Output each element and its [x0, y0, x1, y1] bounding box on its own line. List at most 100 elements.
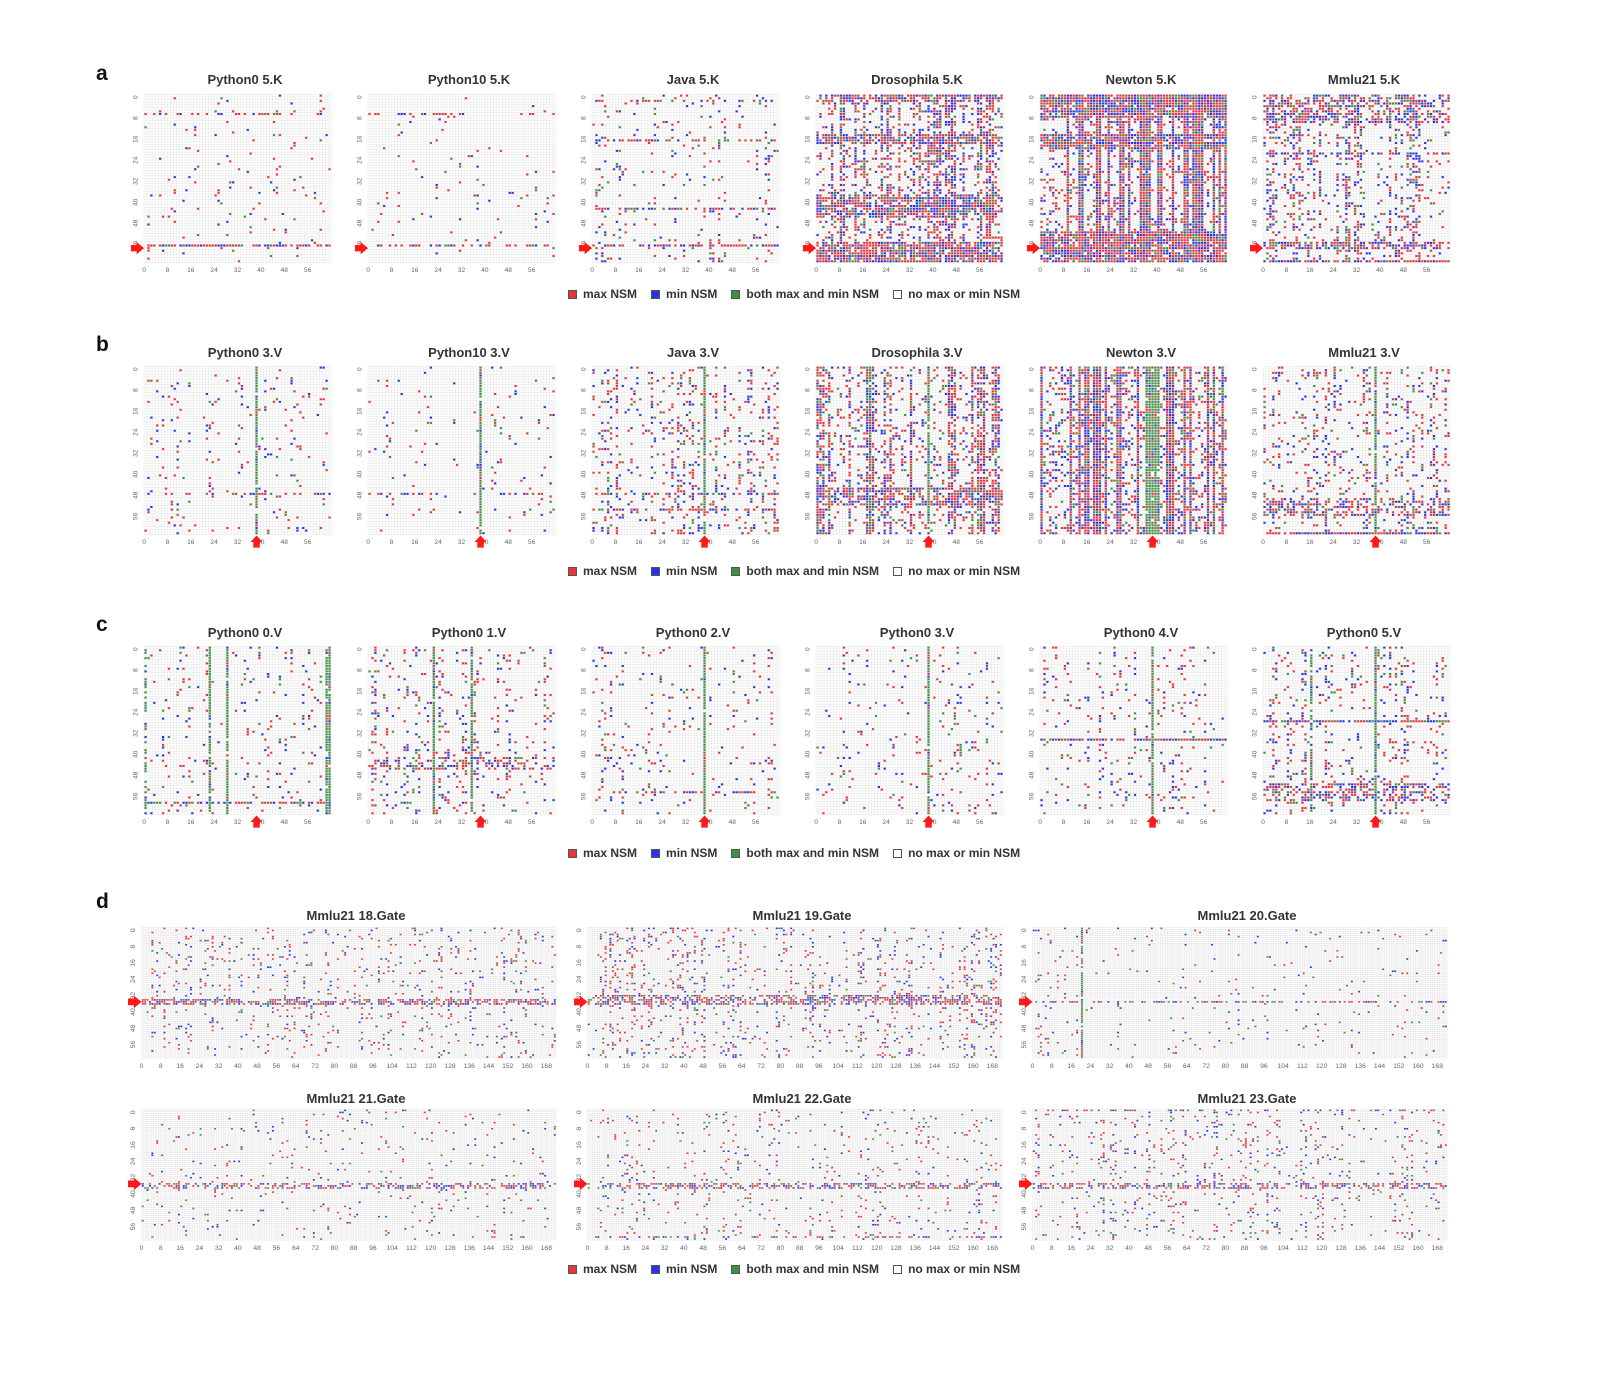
- y-tick-label: 8: [357, 668, 364, 672]
- x-tick-label: 16: [411, 819, 419, 826]
- x-tick-label: 56: [528, 539, 536, 546]
- y-tick-label: 24: [133, 156, 140, 164]
- x-tick-label: 24: [883, 819, 891, 826]
- grid-lines: [815, 366, 1004, 535]
- x-tick-label: 48: [699, 1063, 707, 1070]
- x-tick-label: 160: [521, 1063, 533, 1070]
- min-nsm-cells: [816, 94, 1003, 263]
- x-tick-label: 40: [481, 819, 489, 826]
- y-tick-label: 32: [130, 1174, 137, 1182]
- y-tick-label: 0: [133, 95, 140, 99]
- x-tick-label: 160: [521, 1245, 533, 1252]
- y-tick-label: 56: [130, 1041, 137, 1049]
- marked-column-arrow-icon: [922, 815, 935, 828]
- x-tick-label: 24: [642, 1063, 650, 1070]
- plot-title: Python0 5.K: [207, 72, 283, 87]
- x-tick-label: 64: [1183, 1063, 1191, 1070]
- x-tick-label: 24: [435, 819, 443, 826]
- x-tick-label: 24: [1330, 819, 1338, 826]
- x-tick-label: 40: [705, 819, 713, 826]
- x-tick-label: 16: [1306, 267, 1314, 274]
- x-tick-label: 72: [311, 1063, 319, 1070]
- x-tick-label: 48: [281, 539, 289, 546]
- y-tick-label: 48: [1021, 1024, 1028, 1032]
- x-tick-label: 48: [729, 539, 737, 546]
- heatmap-c-1: 0 8 16 24 32 40 48 56 0 8 16 24 32 40 48 56: [133, 646, 332, 828]
- y-tick-label: 0: [1252, 95, 1259, 99]
- x-tick-label: 128: [890, 1245, 902, 1252]
- y-tick-label: 8: [1029, 388, 1036, 392]
- y-tick-label: 56: [133, 512, 140, 520]
- x-tick-label: 48: [1400, 819, 1408, 826]
- y-tick-label: 24: [1029, 156, 1036, 164]
- x-tick-label: 0: [1038, 539, 1042, 546]
- x-tick-label: 24: [1330, 539, 1338, 546]
- min-nsm-cells: [1040, 94, 1227, 263]
- heatmap-c-3: 0 8 16 24 32 40 48 56 0 8 16 24 32 40 48 56: [581, 646, 780, 828]
- x-tick-label: 24: [196, 1245, 204, 1252]
- x-tick-label: 24: [1107, 267, 1115, 274]
- legend-label: min NSM: [666, 846, 718, 860]
- legend: max NSM min NSM both max and min NSM no max…: [568, 1260, 1034, 1278]
- y-tick-label: 56: [133, 240, 140, 248]
- x-tick-label: 56: [1164, 1245, 1172, 1252]
- grid-lines: [587, 927, 1003, 1059]
- x-tick-label: 32: [661, 1245, 669, 1252]
- x-tick-label: 8: [605, 1245, 609, 1252]
- y-tick-label: 40: [1029, 750, 1036, 758]
- x-tick-label: 24: [211, 819, 219, 826]
- max-nsm-cells: [1263, 94, 1450, 263]
- plot-title: Mmlu21 19.Gate: [752, 908, 852, 923]
- x-tick-label: 48: [505, 267, 513, 274]
- y-tick-label: 24: [1021, 1157, 1028, 1165]
- y-tick-label: 40: [1029, 198, 1036, 206]
- plot-title: Drosophila 5.K: [871, 72, 963, 87]
- y-tick-label: 32: [133, 177, 140, 185]
- max-nsm-cells: [1263, 646, 1450, 815]
- heatmap-b-2: 0 8 16 24 32 40 48 56 0 8 16 24 32 40 48 56: [357, 366, 556, 548]
- y-tick-label: 40: [805, 750, 812, 758]
- x-tick-label: 0: [814, 819, 818, 826]
- legend-min-item: min NSM: [651, 846, 717, 860]
- y-tick-label: 56: [1252, 240, 1259, 248]
- grid-lines: [367, 646, 556, 815]
- y-tick-label: 32: [1029, 729, 1036, 737]
- x-tick-label: 24: [196, 1063, 204, 1070]
- legend-label: both max and min NSM: [746, 564, 880, 578]
- y-tick-label: 24: [581, 428, 588, 436]
- plot-title: Mmlu21 20.Gate: [1197, 908, 1297, 923]
- x-tick-label: 40: [481, 539, 489, 546]
- y-tick-label: 8: [1029, 116, 1036, 120]
- x-tick-label: 56: [752, 819, 760, 826]
- heatmap-a-5: 0 8 16 24 32 40 48 56 0 8 16 24 32 40 48 56: [1027, 94, 1228, 274]
- x-tick-label: 56: [1200, 267, 1208, 274]
- y-tick-label: 0: [1021, 1110, 1028, 1114]
- legend-min-item: min NSM: [651, 564, 717, 578]
- x-tick-label: 16: [1067, 1063, 1075, 1070]
- x-tick-label: 16: [1083, 539, 1091, 546]
- grid-lines: [143, 366, 332, 535]
- y-tick-label: 8: [581, 388, 588, 392]
- y-tick-label: 0: [576, 1110, 583, 1114]
- x-tick-label: 56: [752, 539, 760, 546]
- y-tick-label: 32: [1252, 729, 1259, 737]
- legend-swatch: [568, 848, 577, 858]
- y-tick-label: 40: [357, 470, 364, 478]
- y-tick-label: 40: [1252, 198, 1259, 206]
- legend-swatch: [568, 1264, 577, 1274]
- y-tick-label: 48: [805, 491, 812, 499]
- x-tick-label: 160: [967, 1245, 979, 1252]
- y-tick-label: 56: [581, 792, 588, 800]
- x-tick-label: 48: [281, 267, 289, 274]
- x-tick-label: 32: [215, 1245, 223, 1252]
- y-tick-label: 56: [1021, 1041, 1028, 1049]
- grid-lines: [591, 94, 780, 263]
- y-tick-label: 48: [1021, 1206, 1028, 1214]
- y-tick-label: 0: [133, 647, 140, 651]
- x-tick-label: 8: [166, 539, 170, 546]
- y-tick-label: 24: [357, 156, 364, 164]
- legend-none-item: no max or min NSM: [893, 846, 1020, 860]
- heatmap-c-4: 0 8 16 24 32 40 48 56 0 8 16 24 32 40 48 56: [805, 646, 1004, 828]
- heatmap-a-2: 0 8 16 24 32 40 48 56 0 8 16 24 32 40 48 56: [355, 94, 556, 274]
